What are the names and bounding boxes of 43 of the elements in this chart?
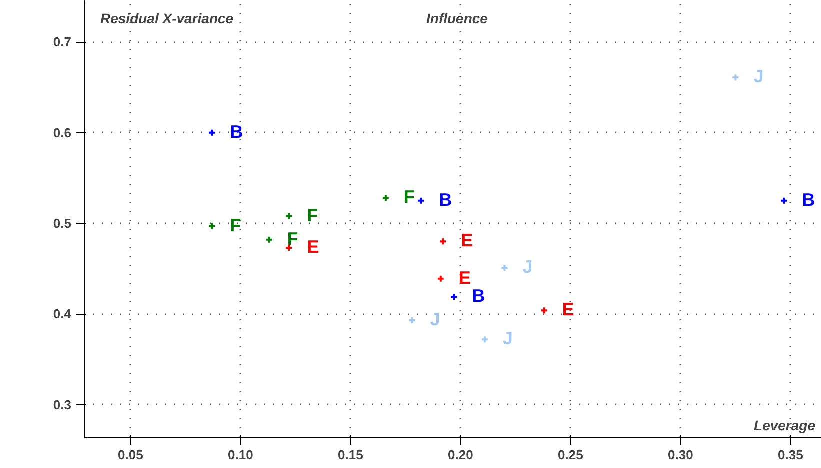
text: J [522,256,533,277]
series-label: E [307,237,320,258]
text: E [562,300,574,320]
x-axis-title: Leverage [754,418,816,434]
x-tick-label: 0.20 [448,448,474,462]
text: J [754,66,764,87]
x-tick-label: 0.25 [558,448,584,462]
series-label: J [430,310,440,330]
point [732,74,740,82]
text: F [307,205,318,226]
point [208,128,216,137]
point [417,196,426,205]
y-tick-label: 0.3 [53,397,72,412]
text: F [230,215,242,236]
point [436,274,445,283]
series-label: B [230,122,244,142]
text: J [502,328,513,349]
text: B [472,286,486,306]
x-tick-label: 0.15 [338,448,364,462]
text: B [439,190,452,210]
point [285,212,294,220]
annotation: Residual X-variance [100,10,234,26]
y-tick-label: 0.6 [53,125,72,140]
x-tick-label: 0.35 [778,448,804,462]
x-tick-label: 0.30 [668,448,694,462]
annotation: Influence [426,10,488,26]
point [208,222,216,230]
point [382,194,390,202]
x-tick-label: 0.05 [118,448,144,462]
text: B [802,190,816,210]
point [439,238,448,246]
point [780,196,788,205]
text: E [461,230,474,251]
point [480,336,489,344]
point [265,236,274,244]
text: F [404,187,415,208]
y-tick-label: 0.5 [53,216,72,232]
series-label: F [287,228,298,249]
point [540,306,548,315]
y-tick-label: 0.4 [53,306,72,322]
x-tick-label: 0.10 [228,448,254,462]
y-tick-label: 0.7 [53,34,72,50]
text: E [458,268,471,288]
